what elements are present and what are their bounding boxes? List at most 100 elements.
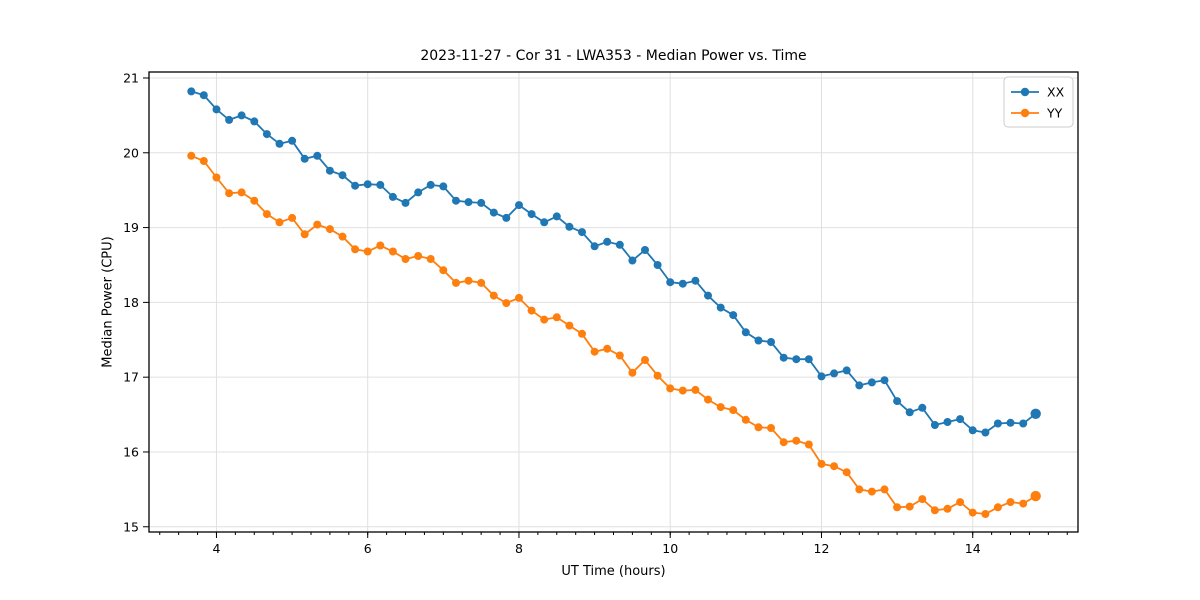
data-point bbox=[691, 385, 700, 394]
data-point bbox=[981, 510, 990, 518]
y-tick-label: 16 bbox=[123, 444, 139, 459]
data-point bbox=[363, 180, 372, 189]
data-point bbox=[452, 196, 460, 205]
data-point bbox=[678, 386, 687, 395]
legend-marker-icon bbox=[1020, 108, 1030, 118]
x-tick-label: 6 bbox=[364, 541, 372, 556]
data-point bbox=[968, 508, 977, 517]
data-point bbox=[262, 130, 271, 139]
data-point bbox=[704, 395, 712, 404]
data-point bbox=[388, 247, 397, 256]
x-tick-label: 14 bbox=[965, 541, 981, 556]
data-point bbox=[893, 397, 902, 406]
data-point bbox=[729, 406, 738, 415]
data-point bbox=[603, 344, 612, 353]
data-point bbox=[716, 403, 725, 412]
data-point bbox=[515, 293, 523, 302]
data-point bbox=[275, 218, 284, 227]
data-point bbox=[779, 438, 788, 447]
data-point bbox=[439, 182, 448, 191]
data-point bbox=[439, 266, 448, 275]
data-point bbox=[300, 230, 309, 239]
data-point bbox=[804, 355, 813, 364]
data-point bbox=[842, 366, 851, 375]
data-point bbox=[199, 91, 208, 100]
data-point bbox=[414, 252, 423, 260]
data-point bbox=[275, 139, 284, 148]
data-point bbox=[754, 336, 763, 345]
y-tick-label: 17 bbox=[123, 370, 139, 385]
data-point bbox=[288, 213, 297, 222]
data-point bbox=[792, 436, 801, 445]
legend-marker-icon bbox=[1020, 87, 1030, 97]
data-point bbox=[830, 369, 839, 378]
data-point bbox=[993, 503, 1002, 512]
data-point bbox=[956, 498, 965, 507]
data-point bbox=[313, 220, 322, 229]
data-point bbox=[187, 87, 196, 96]
data-point bbox=[615, 240, 624, 249]
data-point bbox=[590, 347, 599, 356]
data-point bbox=[578, 228, 586, 237]
data-point bbox=[225, 115, 234, 124]
data-point bbox=[565, 321, 574, 330]
data-point bbox=[981, 428, 990, 437]
data-point bbox=[452, 278, 460, 287]
data-point bbox=[792, 355, 801, 364]
data-point bbox=[325, 166, 334, 175]
x-tick-label: 8 bbox=[515, 541, 523, 556]
data-point bbox=[830, 462, 839, 471]
data-point bbox=[250, 196, 259, 205]
data-point bbox=[855, 381, 864, 390]
data-point bbox=[817, 459, 826, 468]
data-point bbox=[426, 180, 435, 189]
data-point bbox=[930, 421, 939, 429]
data-point bbox=[1030, 408, 1041, 419]
x-axis-label: UT Time (hours) bbox=[561, 564, 666, 579]
data-point bbox=[653, 261, 662, 269]
data-point bbox=[666, 384, 675, 393]
x-tick-label: 12 bbox=[814, 541, 830, 556]
data-point bbox=[603, 237, 612, 246]
data-point bbox=[590, 242, 599, 251]
data-point bbox=[502, 299, 511, 308]
data-point bbox=[552, 313, 561, 322]
y-tick-label: 18 bbox=[123, 295, 139, 310]
data-point bbox=[1006, 418, 1015, 427]
data-point bbox=[376, 180, 385, 189]
data-point bbox=[741, 415, 750, 424]
series-XX bbox=[187, 87, 1041, 437]
data-point bbox=[237, 188, 246, 197]
y-tick-label: 15 bbox=[123, 519, 139, 534]
data-point bbox=[943, 504, 952, 513]
data-point bbox=[313, 151, 322, 160]
series-XX-line bbox=[191, 90, 1037, 434]
data-point bbox=[956, 415, 965, 424]
data-point bbox=[653, 371, 662, 380]
data-point bbox=[578, 329, 586, 338]
data-point bbox=[351, 245, 360, 254]
data-point bbox=[565, 222, 574, 231]
legend-label: XX bbox=[1047, 85, 1065, 100]
data-point bbox=[187, 151, 196, 160]
data-point bbox=[515, 201, 523, 210]
data-point bbox=[918, 495, 927, 504]
data-point bbox=[300, 154, 309, 163]
y-tick-label: 20 bbox=[123, 145, 139, 160]
data-point bbox=[893, 503, 902, 512]
data-point bbox=[464, 276, 473, 285]
series-YY bbox=[187, 151, 1041, 518]
y-tick-label: 19 bbox=[123, 220, 139, 235]
legend-entry-XX: XX bbox=[1011, 85, 1065, 100]
data-point bbox=[678, 279, 687, 288]
data-point bbox=[401, 198, 410, 207]
data-point bbox=[477, 278, 486, 287]
plot-border bbox=[148, 71, 1079, 533]
data-point bbox=[729, 311, 738, 320]
data-point bbox=[502, 213, 511, 222]
data-point bbox=[930, 506, 939, 515]
data-point bbox=[388, 192, 397, 201]
data-point bbox=[628, 256, 637, 265]
